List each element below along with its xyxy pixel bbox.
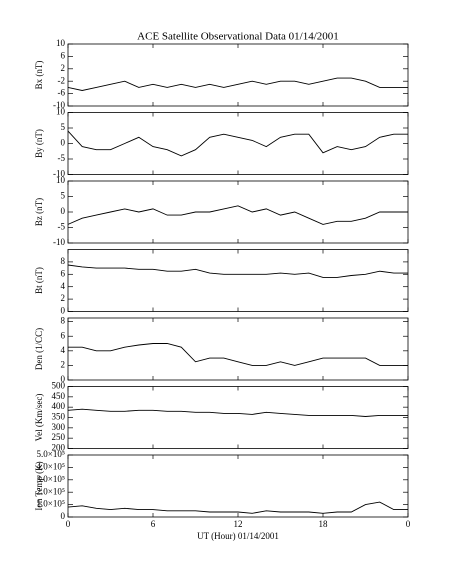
x-tick-label: 6 [151, 519, 156, 529]
y-tick-label: -10 [53, 100, 65, 110]
y-axis-label: Vel (Km/sec) [34, 394, 44, 442]
panel-frame [67, 454, 409, 518]
y-tick-label: 8 [61, 256, 66, 266]
y-tick-label: 450 [52, 391, 66, 401]
y-tick-label: 0 [61, 306, 66, 316]
y-axis-label: Ion Temp (K) [34, 461, 44, 510]
data-line [67, 77, 408, 91]
y-tick-label: 0 [61, 206, 66, 216]
y-tick-label: 350 [52, 412, 66, 422]
y-axis-label: By (nT) [34, 129, 44, 158]
data-line [67, 408, 408, 417]
y-tick-label: 0 [61, 374, 66, 384]
y-tick-label: 200 [52, 443, 66, 453]
y-axis-label: Bz (nT) [34, 198, 44, 226]
y-tick-label: 0 [61, 138, 66, 148]
y-tick-label: 10 [56, 175, 66, 185]
y-tick-label: -2 [58, 75, 66, 85]
y-tick-label: 3.0×10⁵ [37, 474, 65, 484]
data-line [67, 501, 408, 514]
y-tick-label: 5 [61, 122, 66, 132]
panel-frame [67, 112, 409, 175]
y-tick-label: -5 [58, 153, 66, 163]
y-tick-label: 5 [61, 191, 66, 201]
x-tick-label: 0 [406, 519, 411, 529]
chart-title: ACE Satellite Observational Data 01/14/2… [137, 31, 339, 43]
y-tick-label: 5.0×10⁵ [37, 449, 65, 459]
y-tick-label: -6 [58, 88, 66, 98]
y-tick-label: 0 [61, 511, 66, 521]
y-tick-label: 6 [61, 268, 66, 278]
y-tick-label: -10 [53, 237, 65, 247]
y-tick-label: 10 [56, 38, 66, 48]
y-tick-label: 2 [61, 63, 66, 73]
y-axis-label: Den (1/CC) [34, 328, 44, 370]
y-tick-label: 500 [52, 381, 66, 391]
x-tick-label: 12 [234, 519, 243, 529]
y-tick-label: 4 [61, 281, 66, 291]
y-tick-label: 2 [61, 359, 66, 369]
y-tick-label: 2.0×10⁵ [37, 486, 65, 496]
x-tick-label: 18 [319, 519, 329, 529]
y-tick-label: 6 [61, 330, 66, 340]
y-tick-label: 2 [61, 293, 66, 303]
y-tick-label: 300 [52, 422, 66, 432]
y-tick-label: 1.0×10⁵ [37, 499, 65, 509]
x-axis-label: UT (Hour) 01/14/2001 [197, 531, 279, 541]
data-line [67, 130, 408, 157]
y-tick-label: 8 [61, 316, 66, 326]
y-axis-label: Bx (nT) [34, 61, 44, 90]
panel-frame [67, 249, 409, 312]
panel-frame [67, 386, 409, 449]
y-tick-label: 6 [61, 50, 66, 60]
y-tick-label: 4.0×10⁵ [37, 461, 65, 471]
y-tick-label: 4 [61, 345, 66, 355]
x-tick-label: 0 [66, 519, 71, 529]
panel-frame [67, 180, 409, 244]
data-line [67, 205, 408, 225]
y-tick-label: -10 [53, 169, 65, 179]
y-axis-label: Bt (nT) [34, 267, 44, 294]
y-tick-label: 250 [52, 432, 66, 442]
data-line [67, 264, 408, 278]
data-line [68, 343, 408, 366]
y-tick-label: 400 [52, 401, 66, 411]
y-tick-label: 10 [56, 107, 66, 117]
y-tick-label: -5 [58, 222, 66, 232]
panel-frame [67, 43, 409, 107]
